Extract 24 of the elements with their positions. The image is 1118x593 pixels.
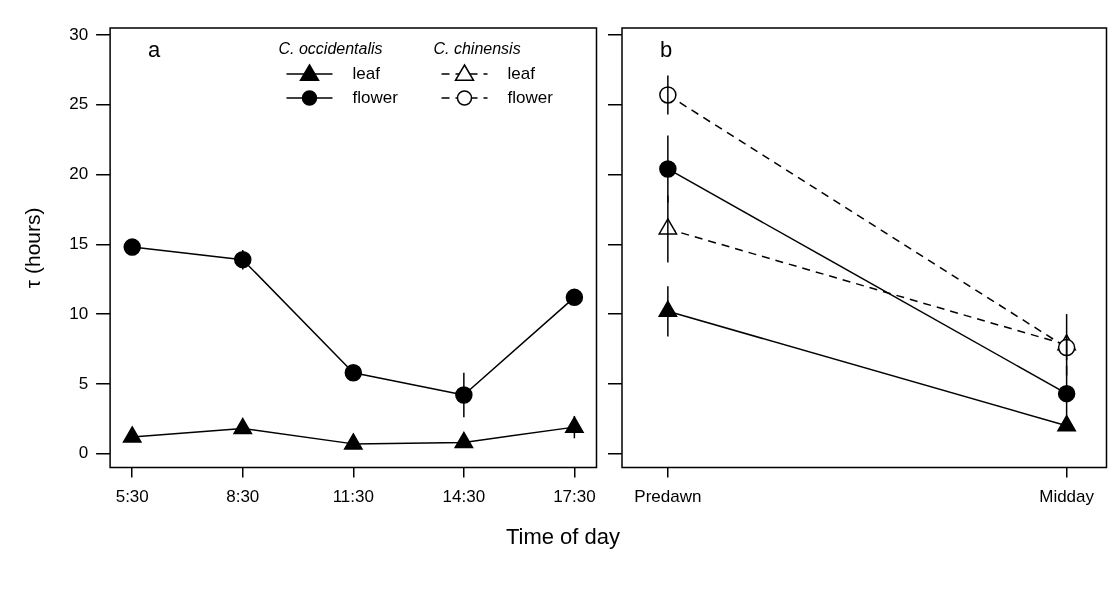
x-tick-label: 17:30	[553, 487, 596, 507]
y-tick-label: 5	[78, 373, 89, 393]
y-tick-label: 15	[69, 234, 89, 253]
text: C. occidentalis	[278, 40, 383, 58]
x-tick-label: Predawn	[634, 487, 702, 507]
y-tick-label: 30	[69, 24, 89, 44]
y-tick-label: 10	[69, 303, 89, 323]
chart-title: a	[148, 37, 162, 63]
x-tick-label: 8:30	[226, 487, 260, 507]
x-axis-title: Time of day	[504, 524, 622, 550]
text: C. chinensis	[433, 40, 521, 58]
x-tick-label: 14:30	[442, 487, 486, 507]
y-tick-label: 25	[69, 94, 89, 114]
y-tick-label: 0	[78, 443, 89, 463]
y-axis-title: τ (hours)	[21, 207, 45, 289]
legend-label: flower	[352, 87, 399, 107]
legend-label: leaf	[352, 63, 381, 83]
chart-title: b	[660, 37, 673, 63]
x-tick-label: Midday	[1039, 487, 1095, 507]
x-tick-label: 11:30	[332, 487, 374, 507]
legend-label: flower	[507, 87, 554, 107]
x-tick-label: 5:30	[115, 487, 149, 507]
legend-label: leaf	[507, 63, 536, 83]
y-tick-label: 20	[69, 164, 89, 184]
